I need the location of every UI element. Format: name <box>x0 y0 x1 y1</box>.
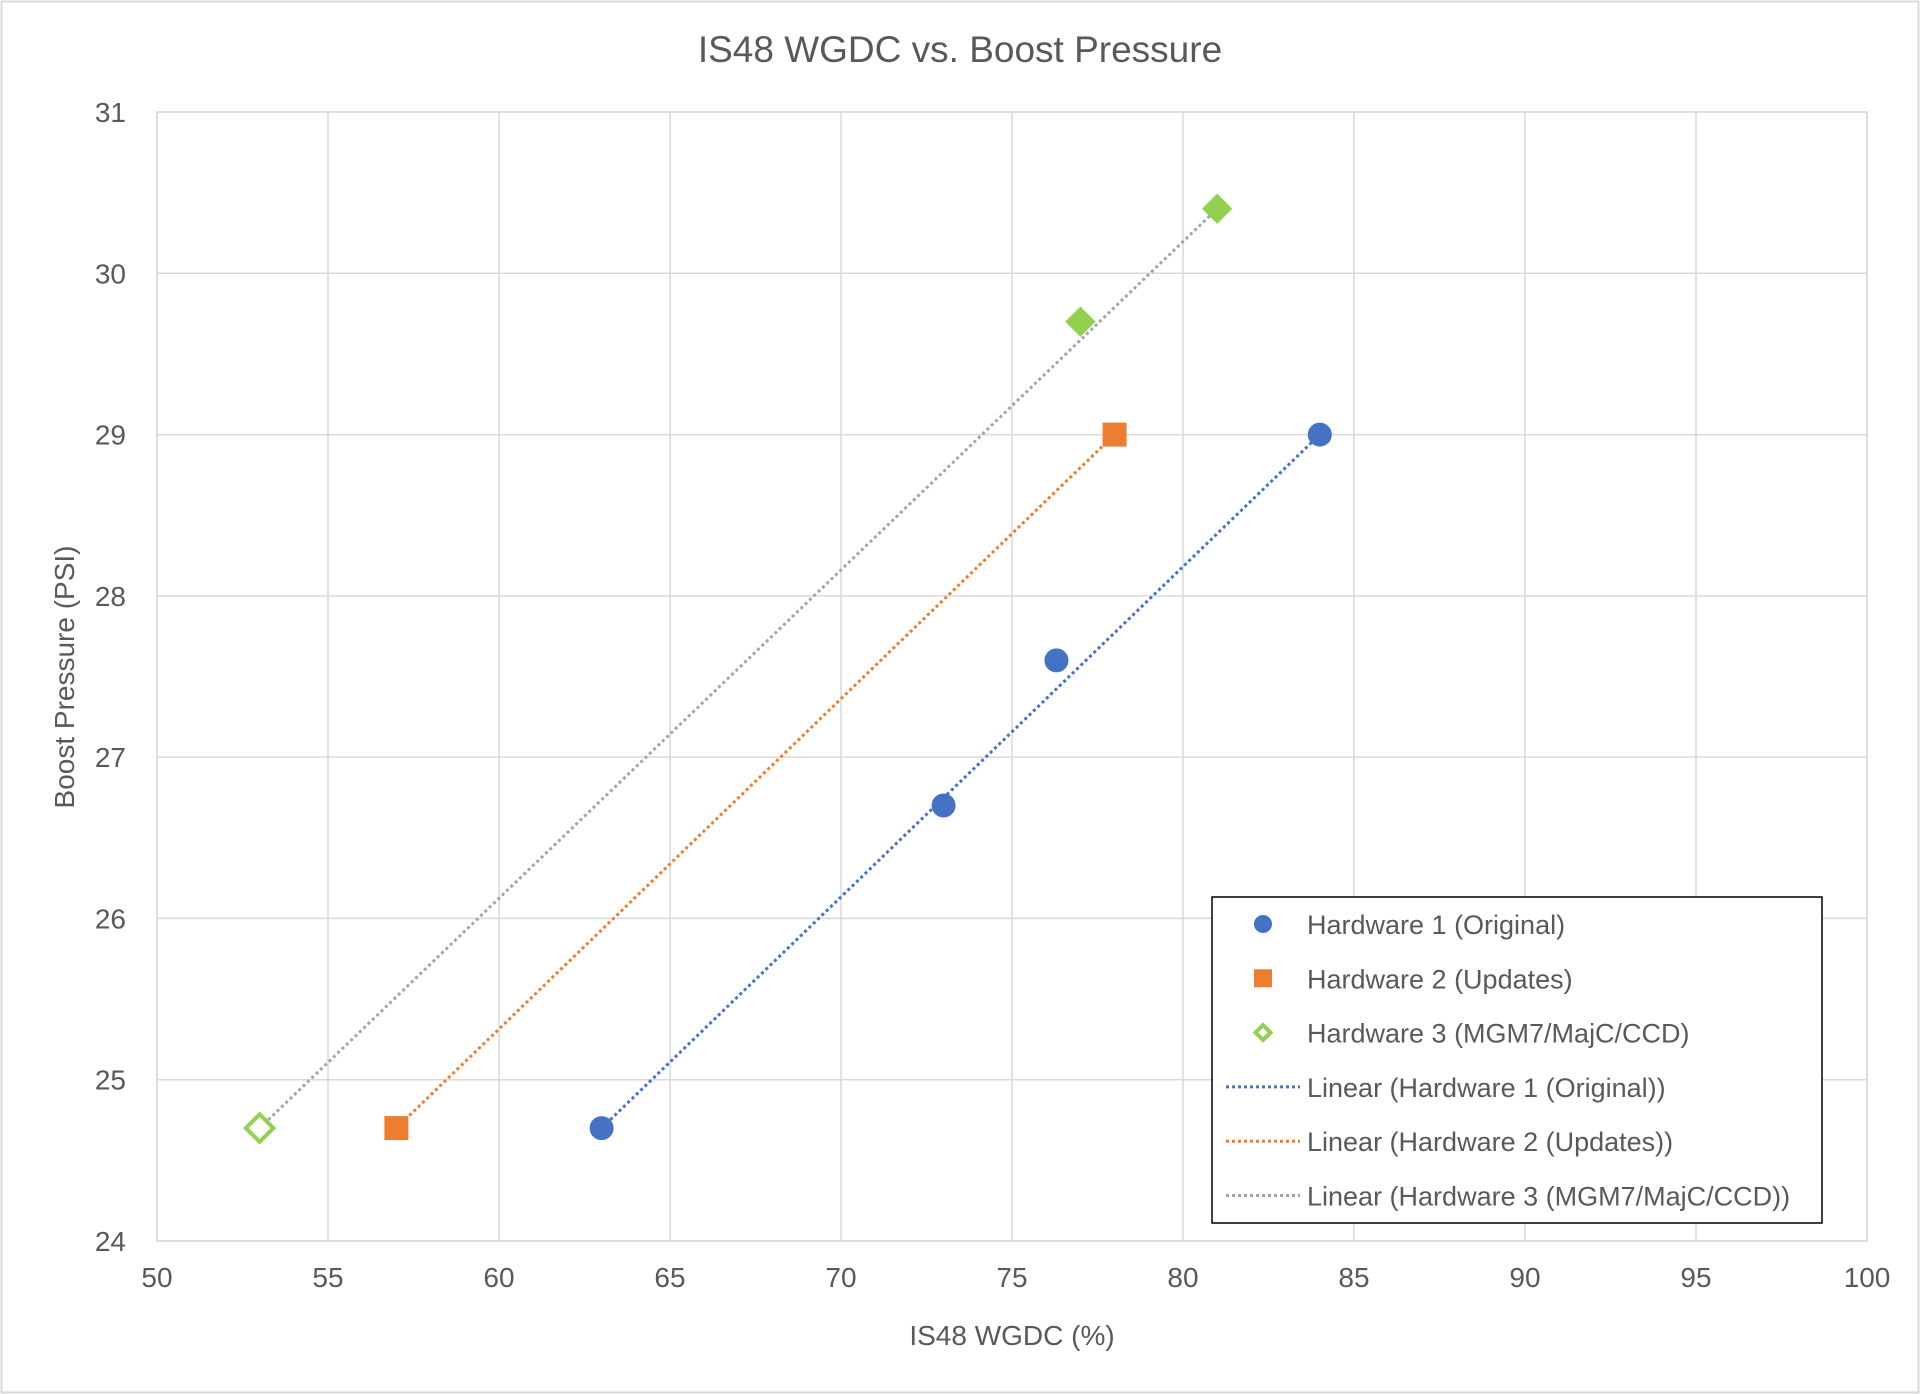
y-tick-label: 24 <box>95 1226 126 1257</box>
legend-box <box>1211 896 1823 1224</box>
x-tick-label: 100 <box>1844 1262 1891 1293</box>
legend-label: Hardware 3 (MGM7/MajC/CCD) <box>1307 1019 1690 1049</box>
legend-marker <box>1254 915 1272 933</box>
data-points <box>243 193 1332 1145</box>
data-point <box>931 793 956 818</box>
legend-label: Linear (Hardware 1 (Original)) <box>1307 1073 1666 1103</box>
x-tick-label: 55 <box>312 1262 343 1293</box>
data-point <box>1307 422 1332 447</box>
x-tick-label: 75 <box>996 1262 1027 1293</box>
data-point <box>1065 306 1096 337</box>
legend-marker <box>1252 1022 1274 1043</box>
y-axis-label: Boost Pressure (PSI) <box>49 546 80 809</box>
data-point <box>1202 193 1233 224</box>
x-tick-label: 60 <box>483 1262 514 1293</box>
x-tick-label: 90 <box>1509 1262 1540 1293</box>
trendline <box>600 433 1321 1130</box>
legend-label: Hardware 2 (Updates) <box>1307 964 1573 994</box>
x-tick-label: 50 <box>141 1262 172 1293</box>
legend-label: Linear (Hardware 3 (MGM7/MajC/CCD)) <box>1307 1182 1790 1212</box>
data-point <box>1102 422 1127 447</box>
data-point <box>384 1116 409 1141</box>
y-tick-label: 30 <box>95 258 126 289</box>
y-tick-label: 28 <box>95 581 126 612</box>
x-tick-label: 65 <box>654 1262 685 1293</box>
x-axis-ticks: 50 55 60 65 70 75 80 85 90 95 100 <box>141 1262 1890 1293</box>
y-tick-label: 29 <box>95 420 126 451</box>
y-tick-label: 31 <box>95 97 126 128</box>
plot-border <box>156 111 1868 1242</box>
legend-marker <box>1254 969 1272 988</box>
x-tick-label: 85 <box>1338 1262 1369 1293</box>
data-point <box>1044 648 1069 673</box>
x-tick-label: 95 <box>1680 1262 1711 1293</box>
y-axis-ticks: 24 25 26 27 28 29 30 31 <box>95 97 126 1257</box>
legend: Hardware 1 (Original) Hardware 2 (Updates… <box>1211 896 1823 1224</box>
plot-area <box>156 111 1868 1242</box>
y-tick-label: 27 <box>95 742 126 773</box>
data-point <box>589 1116 614 1141</box>
x-axis-label: IS48 WGDC (%) <box>909 1320 1114 1351</box>
y-tick-label: 25 <box>95 1065 126 1096</box>
data-point <box>243 1111 277 1145</box>
legend-label: Hardware 1 (Original) <box>1307 910 1565 940</box>
y-tick-label: 26 <box>95 903 126 934</box>
x-tick-label: 70 <box>825 1262 856 1293</box>
x-tick-label: 80 <box>1167 1262 1198 1293</box>
trendline <box>258 207 1219 1130</box>
legend-label: Linear (Hardware 2 (Updates)) <box>1307 1127 1673 1157</box>
trendlines <box>258 207 1321 1130</box>
trendline <box>395 433 1116 1130</box>
chart-title: IS48 WGDC vs. Boost Pressure <box>698 29 1222 70</box>
